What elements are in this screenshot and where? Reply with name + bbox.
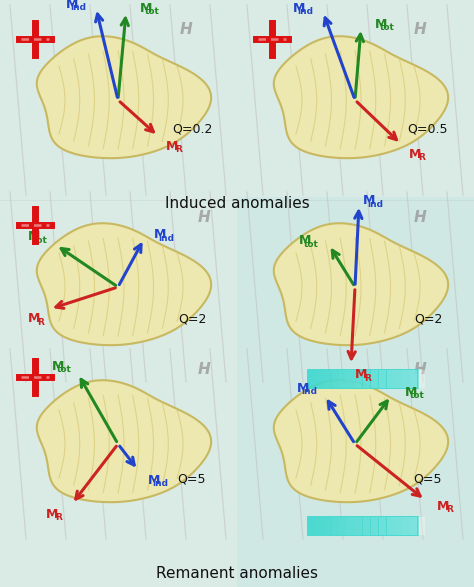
Bar: [316, 517, 323, 535]
Text: R: R: [175, 145, 182, 154]
Text: R: R: [364, 375, 371, 383]
Bar: [324, 370, 331, 388]
Text: tot: tot: [33, 237, 47, 245]
Bar: [394, 370, 402, 388]
Text: Q=5: Q=5: [178, 473, 206, 485]
Text: M: M: [66, 0, 78, 11]
Bar: [371, 370, 378, 388]
Text: M: M: [363, 194, 375, 207]
Bar: [355, 370, 363, 388]
Bar: [402, 517, 410, 535]
Bar: [402, 370, 410, 388]
Text: tot: tot: [410, 392, 425, 400]
Text: Q=2: Q=2: [178, 312, 206, 326]
Text: M: M: [297, 382, 309, 394]
Polygon shape: [37, 380, 211, 502]
Bar: [324, 517, 331, 535]
Text: H: H: [414, 210, 427, 224]
Bar: [363, 370, 370, 388]
Bar: [347, 370, 355, 388]
Text: M: M: [375, 18, 387, 31]
Text: M: M: [140, 2, 152, 15]
Bar: [410, 370, 418, 388]
Text: M: M: [293, 2, 305, 15]
Bar: [308, 370, 315, 388]
Text: tot: tot: [304, 240, 319, 249]
Text: Q=2: Q=2: [414, 312, 442, 326]
Polygon shape: [274, 223, 448, 345]
Text: ind: ind: [297, 7, 313, 16]
Text: M: M: [148, 474, 160, 487]
Text: tot: tot: [57, 365, 72, 375]
Text: M: M: [355, 369, 367, 382]
Bar: [387, 517, 394, 535]
Bar: [363, 517, 370, 535]
Text: M: M: [409, 147, 421, 160]
Text: M: M: [28, 231, 40, 244]
Bar: [379, 517, 386, 535]
FancyBboxPatch shape: [307, 369, 419, 389]
Text: ind: ind: [158, 234, 174, 243]
Text: M: M: [405, 386, 417, 399]
Text: H: H: [198, 362, 210, 376]
Text: R: R: [446, 505, 453, 514]
Bar: [308, 517, 315, 535]
Bar: [355, 517, 363, 535]
Text: R: R: [36, 318, 44, 328]
Text: ind: ind: [70, 4, 86, 12]
Bar: [394, 517, 402, 535]
Bar: [316, 370, 323, 388]
Text: Remanent anomalies: Remanent anomalies: [156, 565, 318, 581]
Text: ind: ind: [367, 200, 383, 210]
Text: Q=0.5: Q=0.5: [408, 123, 448, 136]
Text: R: R: [418, 153, 425, 162]
Polygon shape: [274, 380, 448, 502]
Bar: [371, 517, 378, 535]
Bar: [339, 517, 347, 535]
Bar: [332, 370, 339, 388]
Text: Q=5: Q=5: [414, 473, 442, 485]
Bar: [332, 517, 339, 535]
FancyBboxPatch shape: [307, 516, 419, 536]
Text: M: M: [166, 140, 178, 153]
Bar: [347, 517, 355, 535]
Polygon shape: [274, 36, 448, 158]
Text: Q=0.2: Q=0.2: [172, 123, 212, 136]
Text: R: R: [55, 513, 62, 522]
Bar: [410, 517, 418, 535]
Bar: [339, 370, 347, 388]
Text: ind: ind: [152, 479, 168, 488]
Text: H: H: [180, 22, 192, 36]
Bar: [237, 197, 474, 587]
Text: M: M: [52, 359, 64, 373]
Text: H: H: [414, 22, 427, 36]
Text: ind: ind: [301, 387, 317, 396]
Text: M: M: [46, 508, 58, 521]
Text: M: M: [299, 234, 311, 248]
Polygon shape: [37, 36, 211, 158]
Text: tot: tot: [380, 23, 394, 32]
Text: M: M: [154, 228, 166, 241]
Text: M: M: [437, 500, 449, 512]
Text: Induced anomalies: Induced anomalies: [164, 197, 310, 211]
Text: tot: tot: [145, 7, 160, 16]
Text: H: H: [414, 362, 427, 376]
Text: H: H: [198, 210, 210, 224]
Bar: [379, 370, 386, 388]
Text: M: M: [28, 312, 40, 326]
Bar: [387, 370, 394, 388]
Bar: [418, 370, 425, 388]
Bar: [418, 517, 425, 535]
Polygon shape: [37, 223, 211, 345]
